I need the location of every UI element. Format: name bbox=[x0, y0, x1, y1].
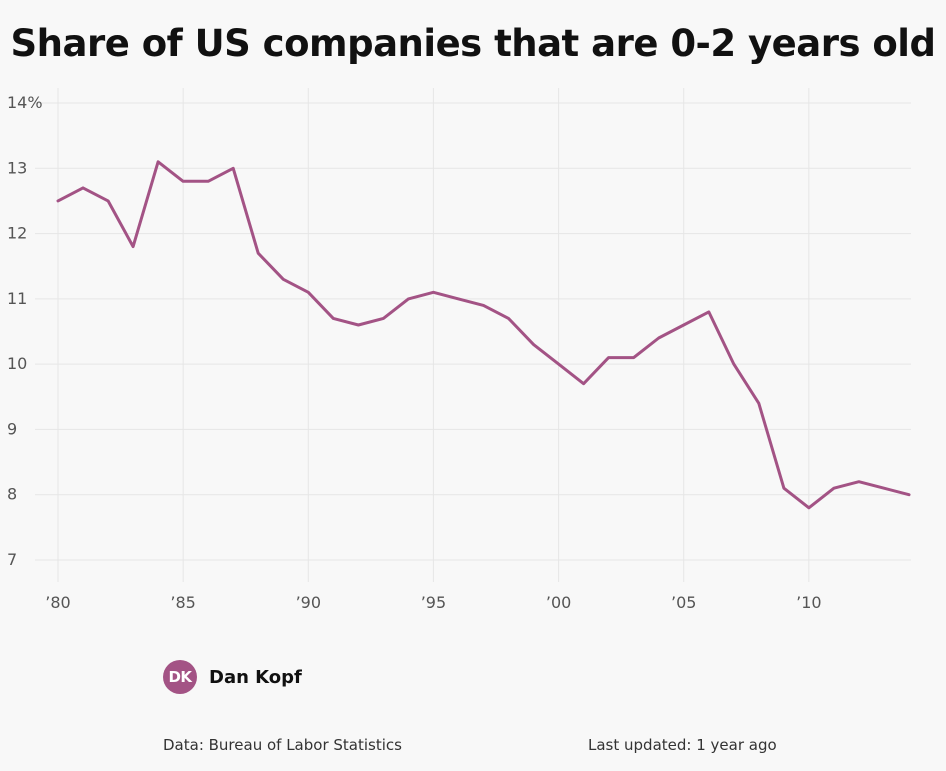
data-point bbox=[582, 382, 585, 385]
data-point bbox=[707, 310, 710, 314]
data-point bbox=[181, 180, 185, 183]
data-point bbox=[206, 180, 210, 183]
data-point bbox=[782, 486, 786, 490]
data-point bbox=[832, 486, 836, 490]
y-tick-label: 11 bbox=[7, 289, 27, 308]
y-tick-label: 14% bbox=[7, 93, 43, 112]
series-layer bbox=[56, 160, 911, 510]
data-point bbox=[131, 245, 135, 248]
data-point bbox=[382, 317, 385, 320]
y-tick-label: 9 bbox=[7, 419, 17, 438]
x-tick-label: ’95 bbox=[421, 593, 446, 612]
data-point bbox=[282, 278, 285, 281]
data-point bbox=[232, 167, 235, 170]
data-point bbox=[156, 160, 160, 163]
chart-title: Share of US companies that are 0-2 years… bbox=[10, 22, 936, 65]
data-point bbox=[732, 362, 735, 366]
y-tick-label: 8 bbox=[7, 485, 17, 504]
line-chart: 7 8 9 10 11 12 13 14% ’80 ’85 ’90 ’95 ’00 ’05 ’10 bbox=[7, 88, 911, 612]
data-point bbox=[632, 356, 635, 359]
x-tick-label: ’00 bbox=[546, 593, 571, 612]
data-point bbox=[106, 199, 110, 203]
data-point bbox=[882, 486, 886, 490]
data-point bbox=[757, 402, 761, 405]
author-avatar: DK bbox=[163, 660, 197, 694]
x-tick-label: ’80 bbox=[45, 593, 70, 612]
data-point bbox=[857, 480, 861, 483]
data-point bbox=[657, 336, 660, 340]
data-point bbox=[482, 304, 485, 307]
data-point bbox=[332, 317, 335, 320]
data-point bbox=[81, 186, 85, 190]
data-point bbox=[56, 199, 60, 203]
data-source: Data: Bureau of Labor Statistics bbox=[163, 736, 402, 754]
data-point bbox=[607, 356, 610, 359]
data-point bbox=[907, 493, 911, 496]
x-tick-label: ’85 bbox=[170, 593, 195, 612]
x-axis-ticks: ’80 ’85 ’90 ’95 ’00 ’05 ’10 bbox=[45, 593, 821, 612]
y-axis-ticks: 7 8 9 10 11 12 13 14% bbox=[7, 93, 43, 569]
data-point bbox=[307, 291, 310, 294]
series-line bbox=[56, 160, 911, 510]
y-tick-label: 12 bbox=[7, 224, 27, 243]
last-updated: Last updated: 1 year ago bbox=[588, 736, 777, 754]
data-point bbox=[407, 297, 410, 301]
x-tick-label: ’90 bbox=[296, 593, 321, 612]
data-point bbox=[257, 251, 260, 255]
author-byline[interactable]: DK Dan Kopf bbox=[163, 660, 302, 694]
y-tick-label: 13 bbox=[7, 158, 27, 177]
y-tick-label: 7 bbox=[7, 550, 17, 569]
data-point bbox=[432, 291, 435, 294]
data-point bbox=[507, 317, 510, 320]
data-point bbox=[682, 323, 685, 327]
y-tick-label: 10 bbox=[7, 354, 27, 373]
grid bbox=[35, 88, 911, 582]
data-point bbox=[807, 506, 811, 509]
data-point bbox=[457, 297, 460, 301]
data-point bbox=[357, 323, 360, 327]
x-tick-label: ’10 bbox=[796, 593, 821, 612]
author-name[interactable]: Dan Kopf bbox=[209, 666, 302, 688]
data-point bbox=[557, 362, 560, 366]
x-tick-label: ’05 bbox=[671, 593, 696, 612]
data-point bbox=[532, 343, 535, 346]
